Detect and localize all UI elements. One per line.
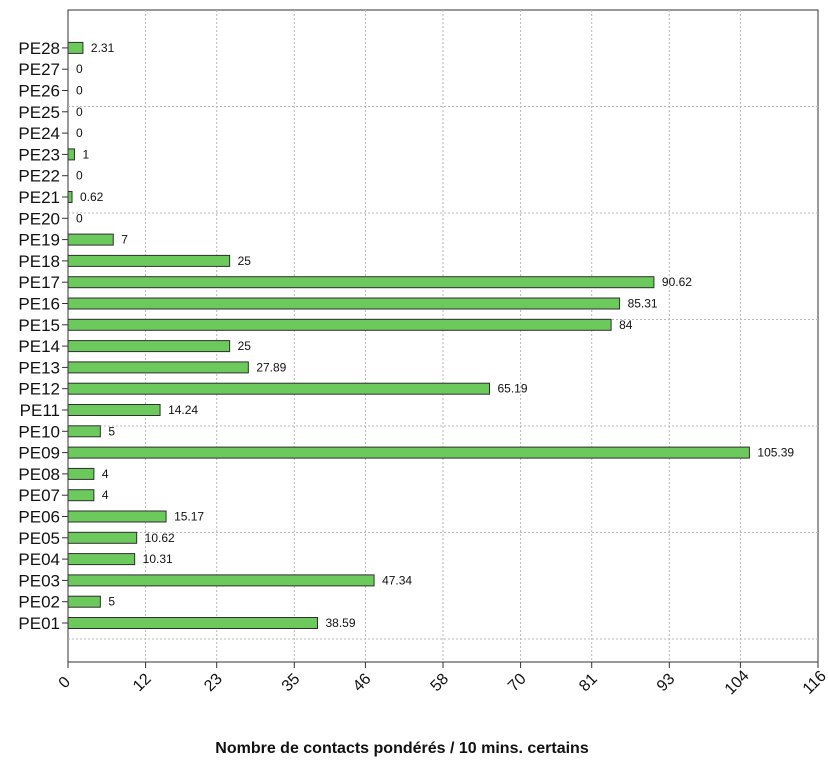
value-label: 0: [76, 211, 83, 225]
value-label: 38.59: [326, 616, 356, 630]
value-label: 47.34: [382, 573, 412, 587]
category-label: PE28: [18, 39, 60, 58]
value-label: 1: [82, 147, 89, 161]
value-label: 2.31: [91, 41, 115, 55]
category-label: PE04: [18, 550, 60, 569]
bar: [67, 510, 167, 523]
value-label: 84: [619, 318, 633, 332]
x-tick-label: 93: [654, 670, 679, 695]
bar: [67, 318, 612, 331]
category-label: PE22: [18, 167, 60, 186]
bar: [67, 595, 101, 608]
category-label: PE18: [18, 252, 60, 271]
category-label: PE15: [18, 316, 60, 335]
value-label: 10.62: [145, 531, 175, 545]
category-label: PE20: [18, 209, 60, 228]
bar: [67, 276, 655, 289]
category-label: PE13: [18, 358, 60, 377]
value-label: 85.31: [628, 297, 658, 311]
value-label: 25: [238, 254, 252, 268]
bar: [67, 233, 114, 246]
value-label: 0: [76, 62, 83, 76]
bar: [67, 404, 161, 416]
category-label: PE24: [18, 124, 60, 143]
axes-layer: [62, 47, 819, 668]
value-label: 14.24: [168, 403, 198, 417]
category-label: PE27: [18, 60, 60, 79]
bar: [67, 382, 490, 395]
x-tick-label: 104: [722, 667, 753, 698]
value-label: 0.62: [80, 190, 104, 204]
value-label: 4: [102, 488, 109, 502]
value-label: 65.19: [497, 382, 527, 396]
category-label: PE14: [18, 337, 60, 356]
category-label: PE09: [18, 444, 60, 463]
category-label: PE16: [18, 295, 60, 314]
x-tick-label: 58: [428, 670, 453, 695]
x-tick-label: 35: [279, 670, 304, 695]
bar: [67, 361, 249, 374]
bar: [67, 489, 95, 502]
grid-layer: [67, 9, 819, 663]
bar: [67, 574, 375, 587]
category-label: PE01: [18, 614, 60, 633]
bar: [67, 531, 138, 544]
value-label: 4: [102, 467, 109, 481]
value-label: 10.31: [143, 552, 173, 566]
value-label: 0: [76, 126, 83, 140]
x-tick-label: 23: [201, 670, 226, 695]
category-label: PE07: [18, 486, 60, 505]
category-label: PE23: [18, 145, 60, 164]
category-label: PE10: [18, 422, 60, 441]
x-tick-label: 12: [130, 670, 155, 695]
category-label: PE05: [18, 529, 60, 548]
category-label: PE11: [20, 401, 60, 420]
value-label: 0: [76, 84, 83, 98]
bar: [67, 148, 75, 161]
category-label: PE17: [18, 273, 60, 292]
category-label: PE26: [18, 82, 60, 101]
category-label: PE19: [18, 231, 60, 250]
category-label: PE02: [18, 593, 60, 612]
value-label: 15.17: [174, 510, 204, 524]
bar: [67, 446, 750, 459]
bar: [67, 425, 101, 438]
x-tick-label: 81: [576, 670, 601, 695]
x-tick-label: 70: [505, 670, 530, 695]
x-tick-label: 116: [800, 668, 828, 698]
bar: [67, 340, 231, 353]
value-label: 0: [76, 169, 83, 183]
bar: [67, 467, 95, 480]
value-label: 105.39: [757, 446, 794, 460]
bar: [67, 41, 84, 54]
value-label: 5: [108, 424, 115, 438]
bar: [67, 191, 73, 203]
bar: [67, 617, 319, 629]
value-label: 27.89: [256, 360, 286, 374]
x-axis-title: Nombre de contacts pondérés / 10 mins. c…: [215, 740, 589, 757]
bars-layer: [67, 41, 750, 629]
bar: [67, 553, 136, 566]
category-label: PE21: [18, 188, 60, 207]
x-tick-label: 46: [350, 670, 375, 695]
category-label: PE08: [18, 465, 60, 484]
x-tick-label: 0: [56, 674, 74, 692]
category-label: PE12: [18, 380, 60, 399]
value-label: 90.62: [662, 275, 692, 289]
value-label: 7: [121, 233, 128, 247]
value-label: 0: [76, 105, 83, 119]
bar: [67, 297, 621, 310]
value-label: 5: [108, 595, 115, 609]
category-label: PE03: [18, 571, 60, 590]
bar: [67, 254, 231, 267]
category-label: PE25: [18, 103, 60, 122]
category-label: PE06: [18, 508, 60, 527]
value-label: 25: [238, 339, 252, 353]
